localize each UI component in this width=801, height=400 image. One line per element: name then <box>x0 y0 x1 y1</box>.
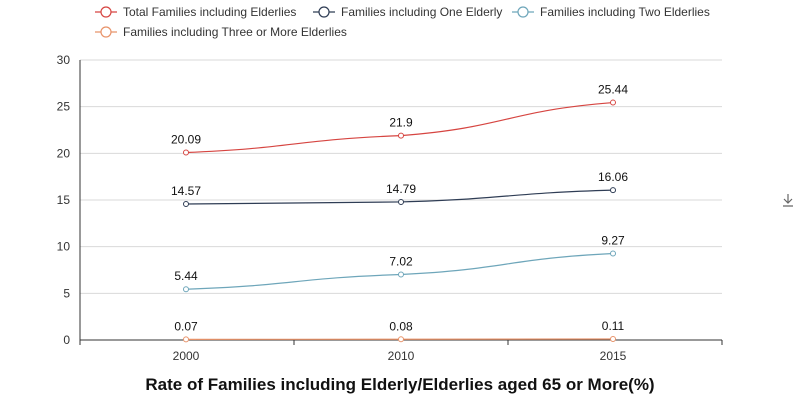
data-point <box>610 335 616 342</box>
data-label: 7.02 <box>389 254 413 268</box>
y-tick-label: 30 <box>57 53 71 67</box>
legend-item[interactable]: Families including Three or More Elderli… <box>95 25 347 39</box>
data-point <box>183 149 189 156</box>
legend-marker <box>517 6 529 18</box>
legend-marker <box>318 6 330 18</box>
legend[interactable]: Total Families including Elderlies Famili… <box>95 5 710 39</box>
legend-label: Families including One Elderly <box>341 5 502 19</box>
legend-marker <box>100 26 112 38</box>
y-tick-label: 5 <box>63 286 70 300</box>
legend-item[interactable]: Families including One Elderly <box>313 5 502 19</box>
data-point <box>398 198 404 205</box>
x-tick-label: 2015 <box>600 349 627 363</box>
data-point <box>610 250 616 257</box>
x-tick-label: 2010 <box>388 349 415 363</box>
download-icon[interactable] <box>780 192 796 208</box>
data-label: 14.79 <box>386 182 416 196</box>
data-point <box>610 99 616 106</box>
y-tick-label: 0 <box>63 333 70 347</box>
data-label: 25.44 <box>598 83 628 97</box>
data-point <box>183 201 189 208</box>
data-label: 0.08 <box>389 319 413 333</box>
data-point <box>183 336 189 343</box>
legend-item[interactable]: Families including Two Elderlies <box>512 5 710 19</box>
data-point <box>398 132 404 139</box>
series-group: 20.09 21.9 25.44 14.57 14.79 16.06 5.44 7.02 9.2… <box>171 83 628 343</box>
data-point <box>183 286 189 293</box>
chart-title: Rate of Families including Elderly/Elder… <box>145 375 654 394</box>
data-label: 16.06 <box>598 170 628 184</box>
legend-marker <box>100 6 112 18</box>
data-label: 0.11 <box>602 319 625 333</box>
data-point <box>610 187 616 194</box>
y-tick-label: 15 <box>57 193 71 207</box>
y-tick-label: 25 <box>57 100 71 114</box>
legend-item[interactable]: Total Families including Elderlies <box>95 5 296 19</box>
data-label: 21.9 <box>389 116 413 130</box>
y-tick-label: 10 <box>57 240 71 254</box>
y-tick-label: 20 <box>57 146 71 160</box>
data-label: 9.27 <box>601 233 625 247</box>
data-label: 0.07 <box>174 319 198 333</box>
x-tick-label: 2000 <box>173 349 200 363</box>
legend-label: Total Families including Elderlies <box>123 5 296 19</box>
data-point <box>398 336 404 343</box>
data-label: 14.57 <box>171 184 201 198</box>
data-label: 20.09 <box>171 132 201 146</box>
data-label: 5.44 <box>174 269 198 283</box>
axes: 0 5 10 15 20 25 30 2000 2010 2015 <box>57 53 723 363</box>
data-point <box>398 271 404 278</box>
legend-label: Families including Three or More Elderli… <box>123 25 347 39</box>
legend-label: Families including Two Elderlies <box>540 5 710 19</box>
